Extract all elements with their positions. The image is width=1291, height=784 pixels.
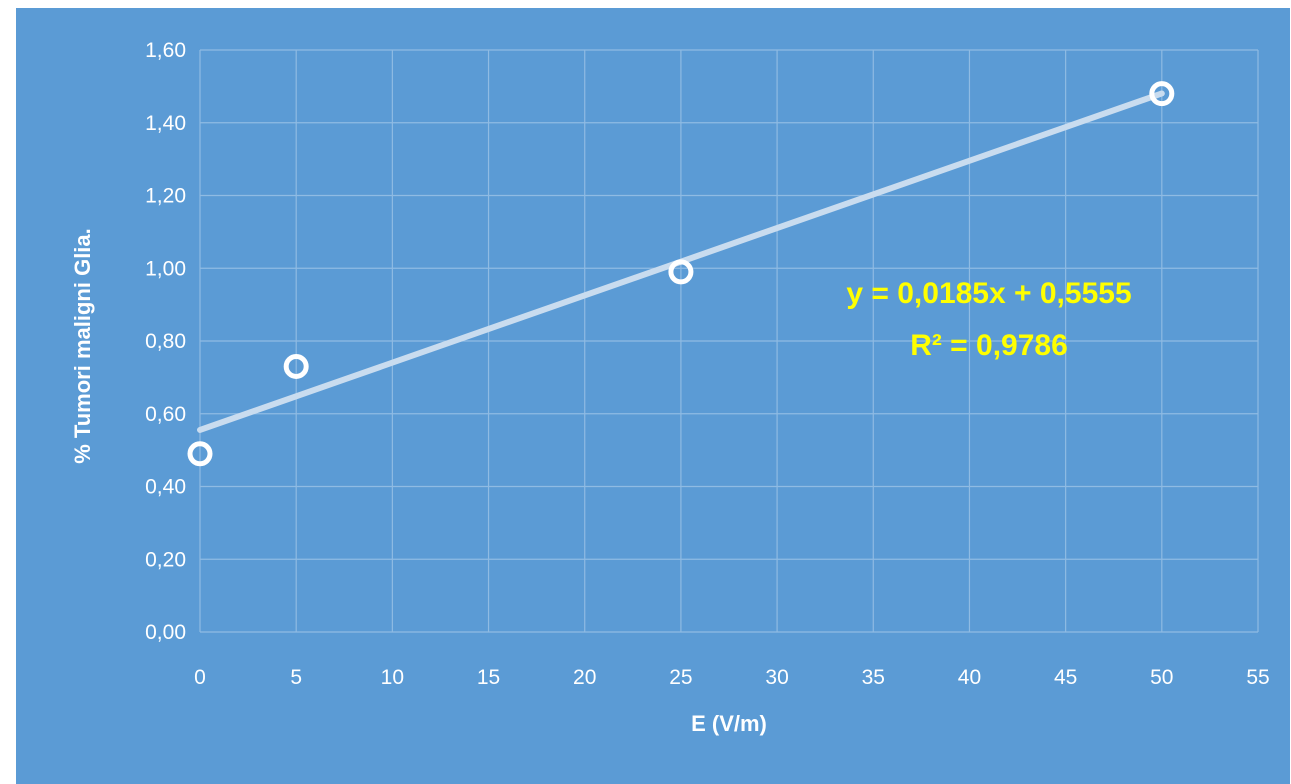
y-tick-label: 1,40 xyxy=(145,112,186,135)
data-point xyxy=(1149,81,1175,107)
y-tick-label: 0,00 xyxy=(145,621,186,644)
y-tick-label: 0,20 xyxy=(145,548,186,571)
y-axis-title: % Tumori maligni Glia. xyxy=(70,228,95,464)
gridlines xyxy=(199,49,1259,633)
y-tick-label: 0,60 xyxy=(145,403,186,426)
y-tick-label: 1,00 xyxy=(145,257,186,280)
scatter-chart: 0,00 0,20 0,40 0,60 0,80 1,00 1,20 1,40 1,60 0 5 1… xyxy=(16,8,1290,784)
x-axis-ticks: 0 5 10 15 20 25 30 35 40 45 50 55 xyxy=(194,666,1270,689)
data-points xyxy=(187,81,1175,467)
data-point xyxy=(283,353,309,379)
y-tick-label: 0,80 xyxy=(145,330,186,353)
x-tick-label: 0 xyxy=(194,666,206,689)
y-tick-label: 1,60 xyxy=(145,39,186,62)
x-tick-label: 45 xyxy=(1054,666,1077,689)
x-axis-title: E (V/m) xyxy=(691,711,767,736)
chart-background xyxy=(16,8,1290,784)
chart-area: 0,00 0,20 0,40 0,60 0,80 1,00 1,20 1,40 1,60 0 5 1… xyxy=(16,8,1290,784)
x-tick-label: 10 xyxy=(381,666,404,689)
y-tick-label: 1,20 xyxy=(145,185,186,208)
y-axis-ticks: 0,00 0,20 0,40 0,60 0,80 1,00 1,20 1,40 1,60 xyxy=(145,39,186,644)
data-point xyxy=(187,441,213,467)
x-tick-label: 55 xyxy=(1246,666,1269,689)
x-tick-label: 20 xyxy=(573,666,596,689)
x-tick-label: 5 xyxy=(290,666,302,689)
x-tick-label: 15 xyxy=(477,666,500,689)
x-tick-label: 35 xyxy=(862,666,885,689)
x-tick-label: 40 xyxy=(958,666,981,689)
x-tick-label: 50 xyxy=(1150,666,1173,689)
equation-annotation: y = 0,0185x + 0,5555 xyxy=(846,277,1131,310)
data-point xyxy=(668,259,694,285)
x-tick-label: 30 xyxy=(765,666,788,689)
r-squared-annotation: R² = 0,9786 xyxy=(910,329,1068,362)
x-tick-label: 25 xyxy=(669,666,692,689)
y-tick-label: 0,40 xyxy=(145,476,186,499)
